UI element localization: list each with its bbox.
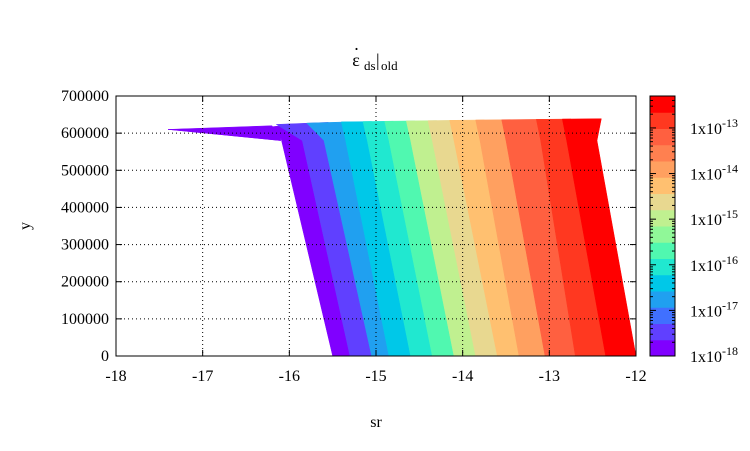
x-tick-label: -18 xyxy=(105,368,126,385)
colorbar-swatch xyxy=(650,96,675,113)
colorbar-tick-label: 1x10-13 xyxy=(690,116,738,138)
y-tick-label: 200000 xyxy=(61,274,109,291)
colorbar-tick-label: 1x10-14 xyxy=(690,162,738,184)
colorbar-swatch xyxy=(650,226,675,243)
y-tick-label: 400000 xyxy=(61,199,109,216)
colorbar-swatch xyxy=(650,177,675,194)
y-tick-label: 500000 xyxy=(61,162,109,179)
chart-title: · ε ds | old xyxy=(352,39,398,73)
contour-bands xyxy=(168,119,636,356)
title-subscript-ds: ds xyxy=(364,58,376,73)
colorbar-swatch xyxy=(650,129,675,146)
x-tick-label: -16 xyxy=(279,368,300,385)
y-tick-label: 100000 xyxy=(61,311,109,328)
y-axis-label: y xyxy=(17,222,34,230)
y-tick-label: 700000 xyxy=(61,88,109,105)
colorbar-swatch xyxy=(650,145,675,162)
x-tick-label: -12 xyxy=(625,368,646,385)
colorbar: 1x10-18 1x10-17 1x10-16 1x10-15 1x10-14 1x10-… xyxy=(650,96,738,366)
colorbar-swatch xyxy=(650,259,675,276)
y-tick-label: 300000 xyxy=(61,237,109,254)
colorbar-swatch xyxy=(650,194,675,211)
x-tick-label: -17 xyxy=(192,368,213,385)
colorbar-swatch xyxy=(650,340,675,357)
colorbar-swatch xyxy=(650,307,675,324)
x-tick-label: -14 xyxy=(452,368,473,385)
x-tick-label: -13 xyxy=(539,368,560,385)
colorbar-swatch xyxy=(650,161,675,178)
y-tick-label: 0 xyxy=(101,348,109,365)
colorbar-swatch xyxy=(650,210,675,227)
title-symbol: ε xyxy=(352,50,360,70)
colorbar-tick-label: 1x10-16 xyxy=(690,253,738,275)
colorbar-swatch xyxy=(650,112,675,129)
title-separator: | xyxy=(376,50,380,70)
colorbar-swatch xyxy=(650,275,675,292)
y-tick-label: 600000 xyxy=(61,125,109,142)
colorbar-tick-label: 1x10-17 xyxy=(690,298,738,320)
x-tick-label: -15 xyxy=(365,368,386,385)
colorbar-swatch xyxy=(650,242,675,259)
colorbar-swatch xyxy=(650,291,675,308)
colorbar-tick-label: 1x10-15 xyxy=(690,207,738,229)
colorbar-gradient xyxy=(650,96,675,357)
colorbar-swatch xyxy=(650,324,675,341)
colorbar-tick-label: 1x10-18 xyxy=(690,344,738,366)
title-subscript-old: old xyxy=(381,58,398,73)
x-axis-label: sr xyxy=(370,414,382,431)
plot-area: -18 -17 -16 -15 -14 -13 -12 0 100000 200000 30000… xyxy=(61,88,647,385)
